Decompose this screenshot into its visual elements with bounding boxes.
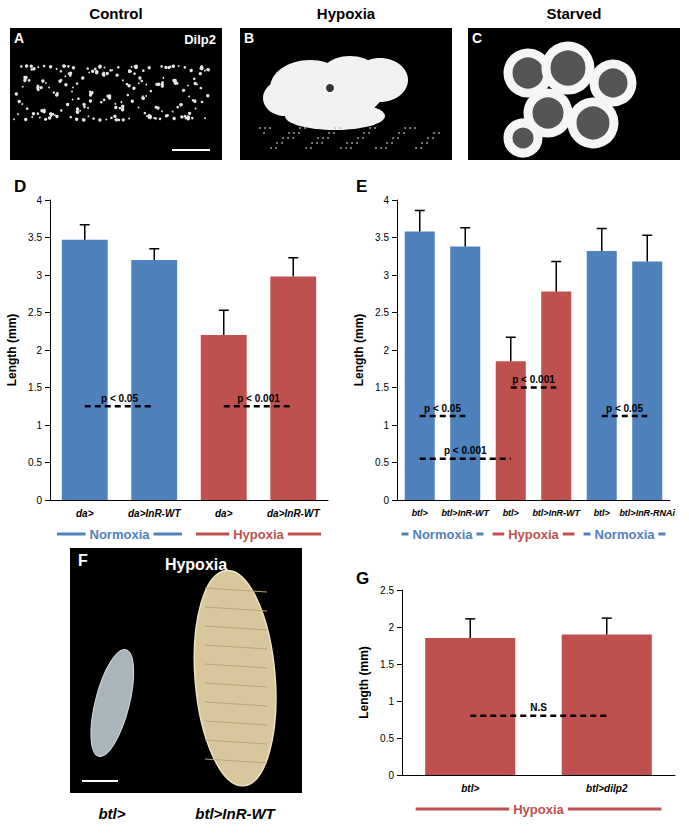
svg-text:p < 0.001: p < 0.001	[512, 374, 555, 385]
svg-text:3.5: 3.5	[28, 232, 42, 243]
svg-text:btl>dilp2: btl>dilp2	[586, 783, 628, 794]
svg-text:0.5: 0.5	[375, 457, 389, 468]
svg-text:da>InR-WT: da>InR-WT	[128, 508, 181, 519]
svg-text:p < 0.001: p < 0.001	[237, 393, 280, 404]
svg-text:3.5: 3.5	[375, 232, 389, 243]
svg-text:btl>: btl>	[412, 508, 429, 518]
svg-text:A: A	[14, 30, 24, 46]
svg-text:1: 1	[388, 696, 394, 707]
svg-text:0.5: 0.5	[380, 733, 394, 744]
svg-text:btl>: btl>	[98, 805, 125, 822]
svg-text:G: G	[356, 569, 369, 588]
svg-text:2: 2	[388, 622, 394, 633]
svg-text:0: 0	[36, 495, 42, 506]
svg-text:E: E	[356, 177, 367, 196]
svg-text:Dilp2: Dilp2	[184, 32, 216, 47]
svg-text:btl>InR-WT: btl>InR-WT	[195, 805, 276, 822]
svg-text:p < 0.001: p < 0.001	[444, 445, 487, 456]
svg-text:Control: Control	[89, 5, 142, 22]
svg-text:1.5: 1.5	[28, 382, 42, 393]
svg-text:btl>: btl>	[594, 508, 611, 518]
svg-text:Normoxia: Normoxia	[90, 527, 151, 542]
svg-text:btl>InR-WT: btl>InR-WT	[441, 508, 490, 518]
svg-text:Length (mm): Length (mm)	[5, 314, 19, 387]
svg-text:Normoxia: Normoxia	[413, 527, 474, 542]
svg-text:0: 0	[388, 770, 394, 781]
svg-text:da>InR-WT: da>InR-WT	[267, 508, 320, 519]
svg-text:Hypoxia: Hypoxia	[508, 527, 559, 542]
svg-text:0.5: 0.5	[28, 457, 42, 468]
svg-text:Length (mm): Length (mm)	[357, 646, 371, 719]
svg-text:2.5: 2.5	[375, 307, 389, 318]
svg-text:N.S: N.S	[530, 702, 547, 713]
svg-text:0: 0	[383, 495, 389, 506]
svg-text:btl>InR-RNAi: btl>InR-RNAi	[619, 508, 675, 518]
svg-text:1.5: 1.5	[375, 382, 389, 393]
svg-text:p < 0.05: p < 0.05	[424, 403, 461, 414]
svg-text:1.5: 1.5	[380, 659, 394, 670]
svg-text:2.5: 2.5	[28, 307, 42, 318]
svg-text:da>: da>	[76, 508, 94, 519]
svg-text:B: B	[244, 30, 254, 46]
svg-text:btl>InR-WT: btl>InR-WT	[532, 508, 581, 518]
svg-text:Starved: Starved	[546, 5, 601, 22]
svg-text:Normoxia: Normoxia	[595, 527, 656, 542]
svg-text:Hypoxia: Hypoxia	[513, 802, 564, 817]
svg-text:p < 0.05: p < 0.05	[101, 393, 138, 404]
svg-text:Hypoxia: Hypoxia	[165, 556, 227, 573]
svg-text:D: D	[14, 177, 26, 196]
svg-text:3: 3	[383, 270, 389, 281]
svg-text:4: 4	[383, 195, 389, 206]
svg-text:3: 3	[36, 270, 42, 281]
svg-text:Length (mm): Length (mm)	[352, 314, 366, 387]
svg-text:Hypoxia: Hypoxia	[317, 5, 376, 22]
svg-text:2: 2	[383, 345, 389, 356]
svg-text:da>: da>	[215, 508, 233, 519]
svg-text:2: 2	[36, 345, 42, 356]
svg-text:1: 1	[383, 420, 389, 431]
svg-text:2.5: 2.5	[380, 585, 394, 596]
svg-text:F: F	[78, 552, 88, 569]
svg-text:Hypoxia: Hypoxia	[233, 527, 284, 542]
svg-text:p < 0.05: p < 0.05	[606, 403, 643, 414]
svg-text:btl>: btl>	[503, 508, 520, 518]
svg-text:4: 4	[36, 195, 42, 206]
svg-text:1: 1	[36, 420, 42, 431]
svg-text:C: C	[472, 30, 482, 46]
svg-text:btl>: btl>	[461, 783, 479, 794]
